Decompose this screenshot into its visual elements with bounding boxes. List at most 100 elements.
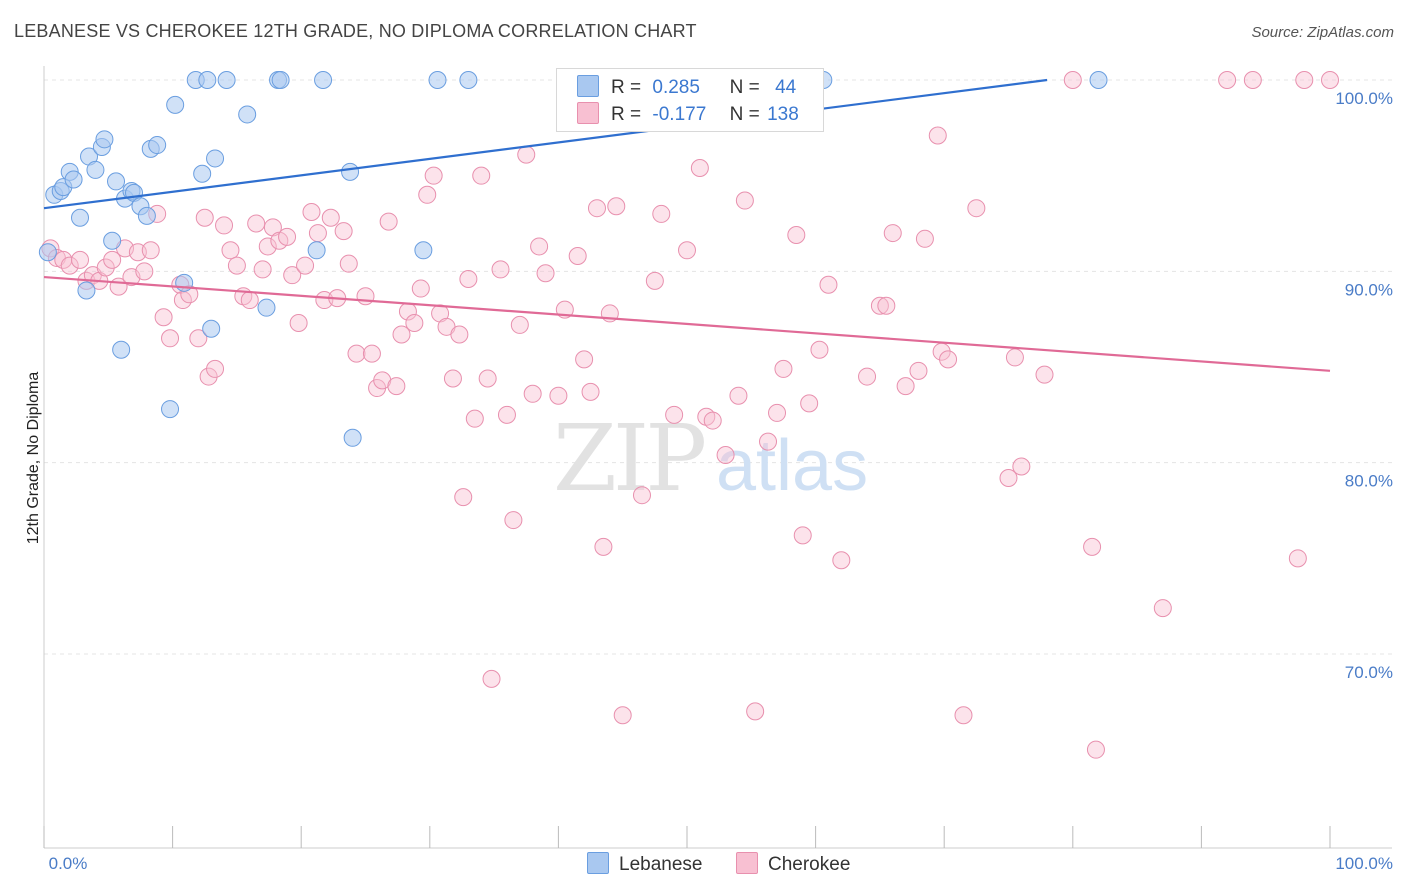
cherokee-point — [339, 254, 358, 273]
series-legend-cherokee: Cherokee — [736, 852, 850, 876]
cherokee-point — [141, 241, 160, 260]
lebanese-point — [107, 172, 126, 191]
cherokee-point — [362, 344, 381, 363]
cherokee-point — [774, 359, 793, 378]
cherokee-point — [96, 258, 115, 277]
lebanese-point — [341, 162, 360, 181]
lebanese-point — [64, 170, 83, 189]
legend-n-value: 138 — [767, 104, 799, 125]
y-tick-label: 100.0% — [1335, 89, 1393, 108]
cherokee-point — [536, 264, 555, 283]
legend: R = 0.285 N = 44 R = -0.177 N = 138 — [556, 68, 824, 132]
cherokee-point — [356, 287, 375, 306]
cherokee-point — [768, 403, 787, 422]
cherokee-point — [195, 208, 214, 227]
cherokee-point — [870, 296, 889, 315]
cherokee-point — [296, 256, 315, 275]
lebanese-point — [428, 71, 447, 89]
cherokee-point — [703, 411, 722, 430]
cherokee-point — [302, 203, 321, 222]
cherokee-point — [594, 537, 613, 556]
legend-r-value: 0.285 — [652, 77, 700, 98]
cherokee-point — [199, 367, 218, 386]
lebanese-point — [1089, 71, 1108, 89]
legend-n-label: N = — [729, 104, 760, 125]
legend-n-value: 44 — [775, 77, 797, 98]
cherokee-point — [1012, 457, 1031, 476]
cherokee-point — [154, 308, 173, 327]
cherokee-point — [1243, 71, 1262, 89]
lebanese-point — [238, 105, 257, 124]
series-legend-label-lebanese: Lebanese — [619, 854, 703, 875]
cherokee-point — [1153, 599, 1172, 618]
cherokee-point — [999, 468, 1018, 487]
cherokee-point — [283, 266, 302, 285]
cherokee-point — [587, 199, 606, 218]
lebanese-point — [161, 400, 180, 419]
cherokee-point — [334, 222, 353, 241]
cherokee-point — [793, 526, 812, 545]
lebanese-point — [148, 136, 167, 155]
cherokee-point — [227, 256, 246, 275]
cherokee-point — [1218, 71, 1237, 89]
lebanese-point — [202, 319, 221, 338]
cherokee-point — [1005, 348, 1024, 367]
cherokee-point — [215, 216, 234, 235]
cherokee-point — [928, 126, 947, 145]
lebanese-point — [193, 164, 212, 183]
cherokee-point — [665, 405, 684, 424]
cherokee-point — [478, 369, 497, 388]
cherokee-point — [915, 229, 934, 248]
watermark-zip: ZIP — [553, 405, 704, 512]
cherokee-point — [308, 224, 327, 243]
legend-n-label: N = — [729, 77, 760, 98]
cherokee-point — [482, 669, 501, 688]
cherokee-point — [459, 269, 478, 288]
cherokee-points — [41, 71, 1339, 759]
lebanese-point — [307, 241, 326, 260]
legend-r-label: R = — [611, 77, 642, 98]
cherokee-point — [1063, 71, 1082, 89]
cherokee-point — [1083, 537, 1102, 556]
cherokee-point — [510, 315, 529, 334]
lebanese-point — [271, 71, 290, 89]
lebanese-point — [137, 206, 156, 225]
legend-row-lebanese: R = 0.285 N = 44 — [577, 75, 796, 99]
cherokee-trend-line — [43, 275, 1331, 372]
cherokee-point — [1288, 549, 1307, 568]
cherokee-point — [877, 296, 896, 315]
cherokee-point — [491, 260, 510, 279]
legend-swatch-cherokee — [577, 102, 599, 124]
cherokee-point — [1295, 71, 1314, 89]
cherokee-point — [450, 325, 469, 344]
cherokee-point — [472, 166, 491, 185]
cherokee-point — [896, 377, 915, 396]
lebanese-point — [38, 243, 57, 262]
cherokee-point — [347, 344, 366, 363]
cherokee-point — [379, 212, 398, 231]
cherokee-point — [1035, 365, 1054, 384]
cherokee-point — [607, 197, 626, 216]
cherokee-point — [60, 256, 79, 275]
cherokee-point — [678, 241, 696, 260]
cherokee-point — [240, 291, 259, 310]
cherokee-point — [321, 208, 340, 227]
lebanese-point — [166, 95, 185, 114]
series-legend-lebanese: Lebanese — [587, 852, 702, 876]
cherokee-point — [1086, 740, 1105, 759]
lebanese-point — [112, 340, 131, 359]
cherokee-point — [504, 511, 523, 530]
lebanese-point — [206, 149, 225, 168]
cherokee-point — [581, 382, 600, 401]
cherokee-point — [568, 247, 587, 266]
x-tick-labels: 0.0% 100.0% — [49, 854, 1393, 873]
cherokee-point — [759, 432, 778, 451]
legend-row-cherokee: R = -0.177 N = 138 — [577, 102, 799, 126]
cherokee-point — [954, 706, 973, 725]
cherokee-point — [690, 159, 709, 178]
cherokee-point — [575, 350, 594, 369]
lebanese-point — [414, 241, 433, 260]
cherokee-point — [71, 250, 90, 269]
series-legend: Lebanese Cherokee — [0, 852, 1406, 878]
cherokee-point — [253, 260, 272, 279]
